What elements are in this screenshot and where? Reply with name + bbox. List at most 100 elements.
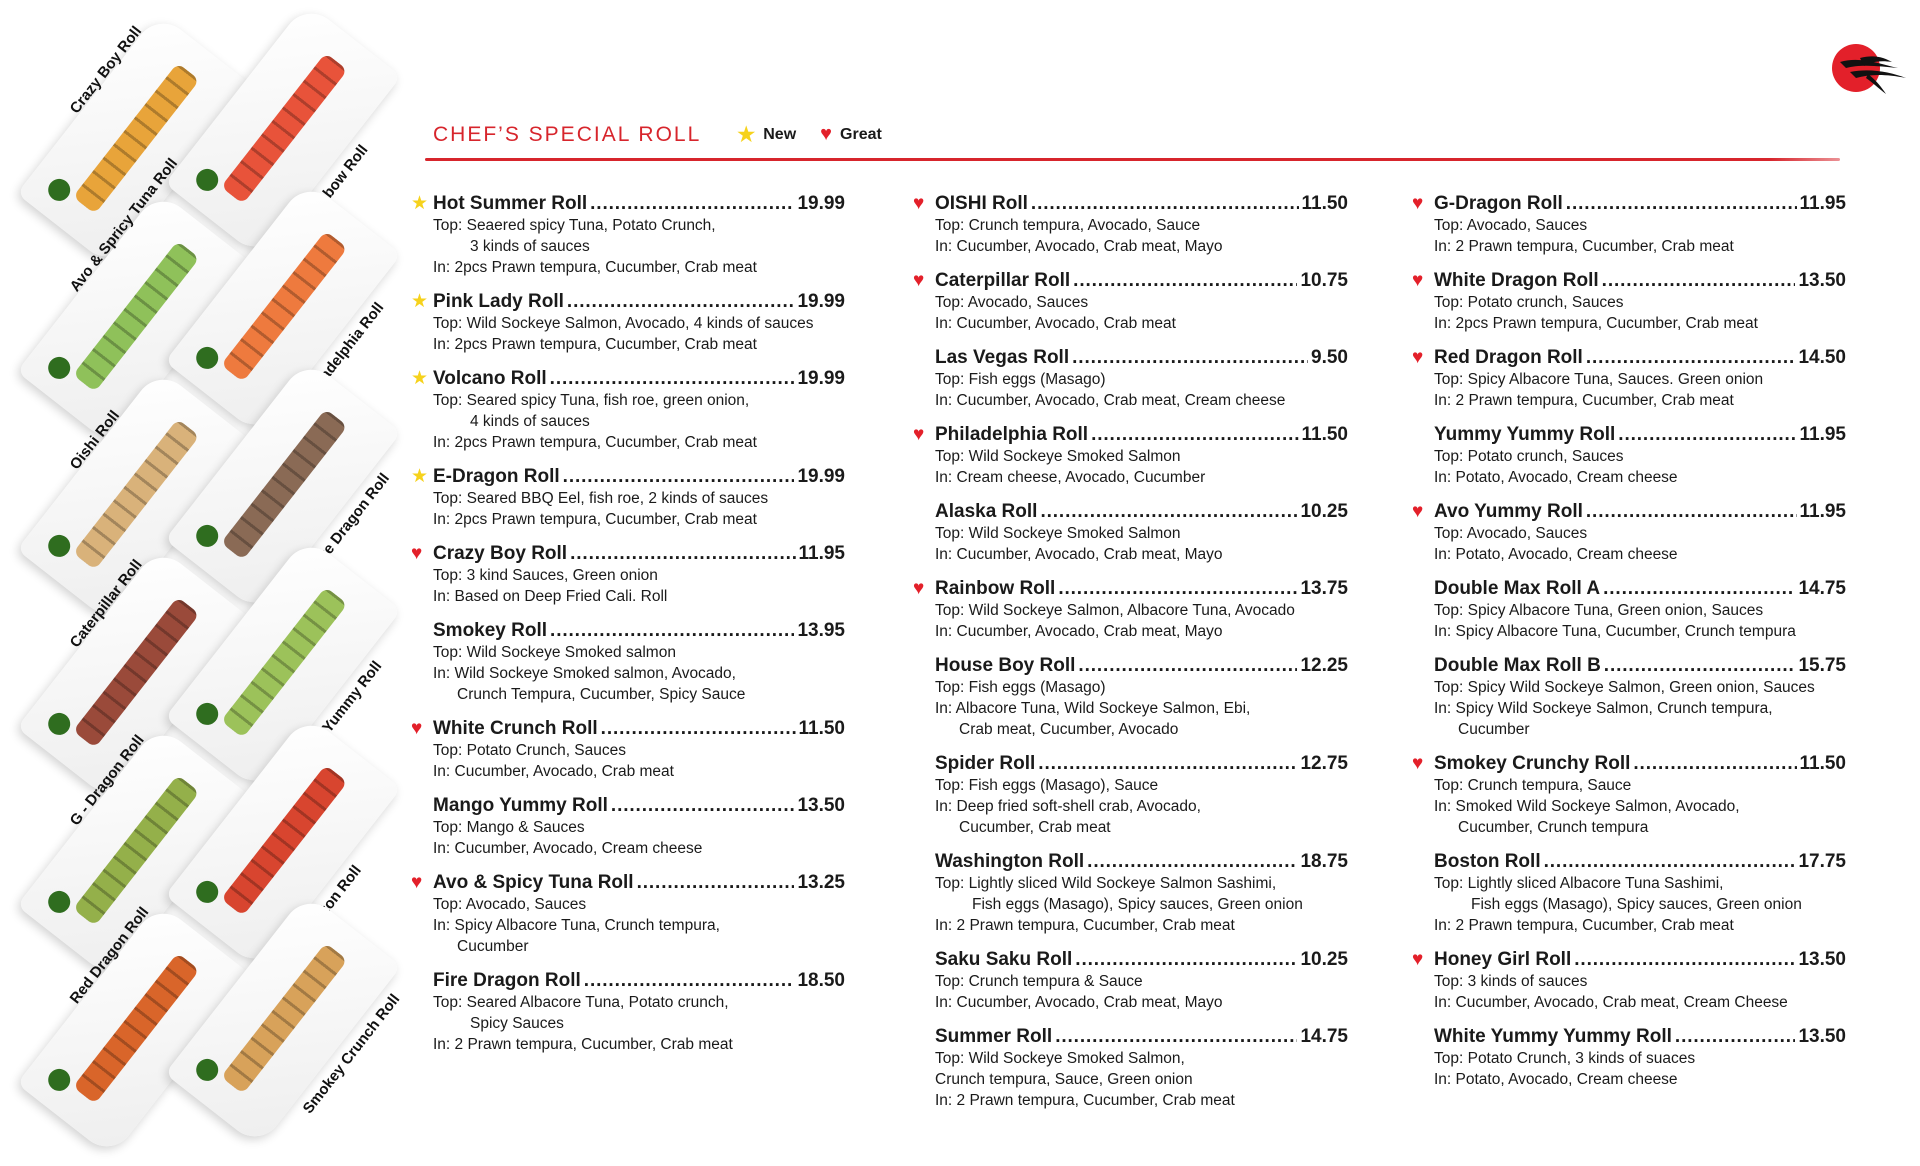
star-icon: ★ [411,193,429,214]
item-description: In: Cucumber, Avocado, Crab meat, Mayo [935,546,1223,563]
menu-item: ♥ Avo & Spicy Tuna Roll 13.25 Top: Avocado,… [411,871,845,957]
item-title-row: White Yummy Yummy Roll 13.50 [1434,1025,1846,1048]
parsley-garnish [43,1064,75,1096]
dot-leader [563,465,795,488]
dot-leader [1091,423,1298,446]
menu-item: ♥ Smokey Crunchy Roll 11.50 Top: Crunch tem… [1412,752,1847,838]
item-title-row: House Boy Roll 12.25 [935,654,1348,677]
item-name: Red Dragon Roll [1434,347,1583,368]
item-description: Crunch Tempura, Cucumber, Spicy Sauce [457,686,746,703]
roll-photo-gallery: Crazy Boy Roll Rainbow Roll Avo & Spricy T… [0,0,403,1166]
dot-leader [1055,1025,1297,1048]
item-description: Top: Potato Crunch, Sauces [433,742,627,759]
menu-item: Boston Roll 17.75 Top: Lightly sliced Alba… [1434,850,1846,936]
item-description: In: Cucumber, Avocado, Crab meat, Mayo [935,994,1223,1011]
item-name: Double Max Roll B [1434,655,1601,676]
menu-column-2: ♥ OISHI Roll 11.50 Top: Crunch tempura, Avo… [913,192,1348,1123]
menu-item: Mango Yummy Roll 13.50 Top: Mango & Sauces… [433,794,845,859]
menu-item: ★Pink Lady Roll 19.99 Top: Wild Sockeye Sa… [411,290,845,355]
menu-header: CHEF’S SPECIAL ROLL ★ New ♥ Great [433,122,906,147]
item-title-row: White Dragon Roll 13.50 [1434,269,1846,292]
heart-icon: ♥ [411,872,423,893]
item-description: In: Cucumber, Avocado, Cream cheese [433,840,703,857]
dot-leader [637,871,795,894]
item-price: 11.50 [1799,753,1847,774]
menu-item: ♥ Philadelphia Roll 11.50 Top: Wild Sockeye… [913,423,1348,488]
item-price: 19.99 [797,193,845,214]
item-title-row: Smokey Roll 13.95 [433,619,845,642]
item-description: Cucumber [457,938,529,955]
item-description: In: 2pcs Prawn tempura, Cucumber, Crab m… [433,336,757,353]
dot-leader [1087,850,1297,873]
item-title-row: Double Max Roll B 15.75 [1434,654,1846,677]
item-description: In: 2pcs Prawn tempura, Cucumber, Crab m… [1434,315,1758,332]
parsley-garnish [43,886,75,918]
item-price: 15.75 [1798,655,1846,676]
item-name: Las Vegas Roll [935,347,1070,368]
item-description: In: 2pcs Prawn tempura, Cucumber, Crab m… [433,434,757,451]
menu-item: ♥ Avo Yummy Roll 11.95 Top: Avocado, Sauces… [1412,500,1846,565]
item-name: Volcano Roll [433,368,547,389]
item-price: 12.75 [1300,753,1348,774]
item-description: In: 2 Prawn tempura, Cucumber, Crab meat [935,1092,1235,1109]
item-price: 13.50 [797,795,845,816]
heart-icon: ♥ [1412,501,1424,522]
heart-icon: ♥ [913,193,925,214]
item-description: In: Deep fried soft-shell crab, Avocado, [935,798,1201,815]
item-price: 14.75 [1300,1026,1348,1047]
heart-icon: ♥ [913,270,925,291]
menu-item: ♥ Crazy Boy Roll 11.95 Top: 3 kind Sauces, … [411,542,845,607]
item-title-row: Red Dragon Roll 14.50 [1434,346,1846,369]
item-description: Top: Spicy Albacore Tuna, Sauces. Green … [1434,371,1764,388]
item-name: Boston Roll [1434,851,1541,872]
dot-leader [550,619,794,642]
heart-icon: ♥ [1412,949,1424,970]
item-price: 19.99 [797,466,845,487]
item-description: Top: Seaered spicy Tuna, Potato Crunch, [433,217,716,234]
item-description: In: Cucumber, Avocado, Crab meat [935,315,1176,332]
item-price: 13.25 [797,872,845,893]
menu-item: ♥ Honey Girl Roll 13.50 Top: 3 kinds of sau… [1412,948,1846,1013]
item-price: 14.75 [1798,578,1846,599]
menu-item: Alaska Roll 10.25 Top: Wild Sockeye Smoked… [935,500,1348,565]
item-name: Hot Summer Roll [433,193,588,214]
legend-new: ★ New [737,122,796,147]
heart-icon: ♥ [913,424,925,445]
item-title-row: Pink Lady Roll 19.99 [433,290,845,313]
item-description: Top: Wild Sockeye Salmon, Avocado, 4 kin… [433,315,814,332]
menu-column-3: ♥ G-Dragon Roll 11.95 Top: Avocado, Sauces I… [1412,192,1847,1102]
dot-leader [1586,346,1796,369]
item-title-row: OISHI Roll 11.50 [935,192,1348,215]
legend-label: New [763,125,797,143]
menu-item: White Yummy Yummy Roll 13.50 Top: Potato C… [1434,1025,1846,1090]
item-name: Yummy Yummy Roll [1434,424,1616,445]
item-description: Top: Crunch tempura & Sauce [935,973,1143,990]
item-description: Top: Lightly sliced Wild Sockeye Salmon … [935,875,1277,892]
dot-leader [1078,654,1297,677]
star-icon: ★ [411,291,429,312]
item-title-row: E-Dragon Roll 19.99 [433,465,845,488]
heart-icon: ♥ [1412,753,1424,774]
menu-item: Double Max Roll A 14.75 Top: Spicy Albacor… [1434,577,1846,642]
dot-leader [1072,346,1308,369]
menu-item: ♥ Caterpillar Roll 10.75 Top: Avocado, Sauc… [913,269,1348,334]
star-icon: ★ [411,368,429,389]
item-title-row: Yummy Yummy Roll 11.95 [1434,423,1846,446]
heart-icon: ♥ [820,123,833,145]
item-description: Crunch tempura, Sauce, Green onion [935,1071,1193,1088]
menu-item: Spider Roll 12.75 Top: Fish eggs (Masago),… [935,752,1348,838]
restaurant-logo [1832,44,1906,94]
star-icon: ★ [411,466,429,487]
dot-leader [1566,192,1797,215]
item-name: E-Dragon Roll [433,466,560,487]
parsley-garnish [43,708,75,740]
item-description: Top: Wild Sockeye Smoked salmon [433,644,676,661]
menu-item: Washington Roll 18.75 Top: Lightly sliced … [935,850,1348,936]
parsley-garnish [191,698,223,730]
item-price: 11.95 [1799,424,1847,445]
item-title-row: Spider Roll 12.75 [935,752,1348,775]
item-price: 12.25 [1300,655,1348,676]
dot-leader [611,794,795,817]
item-name: Pink Lady Roll [433,291,564,312]
item-title-row: White Crunch Roll 11.50 [433,717,845,740]
